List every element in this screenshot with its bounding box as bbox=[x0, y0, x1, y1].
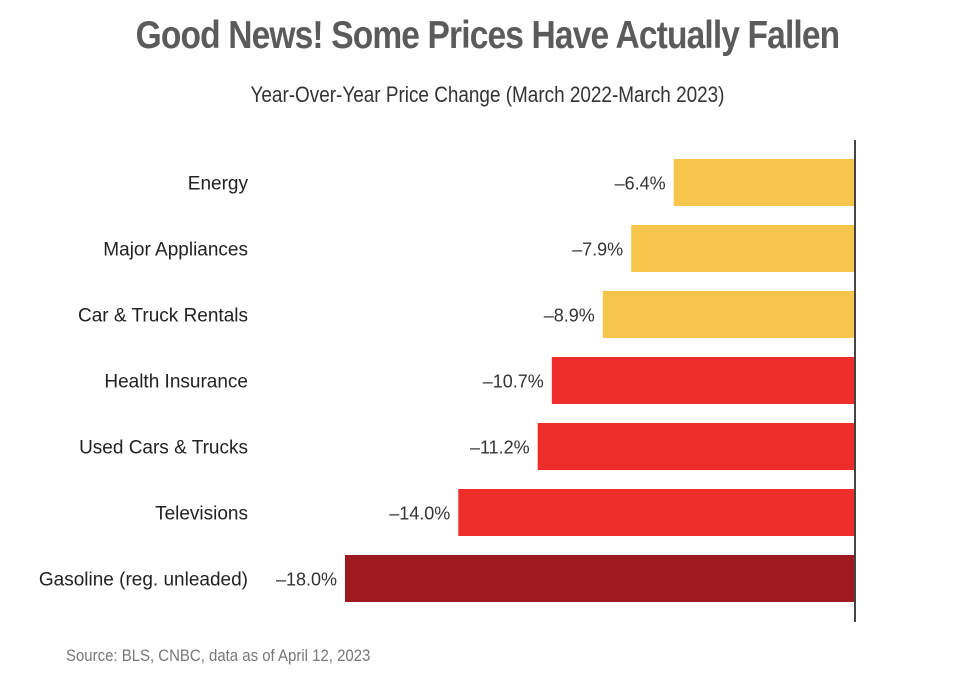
value-label: –8.9% bbox=[544, 306, 595, 326]
category-label: Gasoline (reg. unleaded) bbox=[39, 570, 248, 591]
value-label: –18.0% bbox=[276, 570, 337, 590]
chart-title: Good News! Some Prices Have Actually Fal… bbox=[135, 14, 841, 57]
bar-1 bbox=[631, 225, 855, 272]
bar-2 bbox=[602, 291, 855, 338]
value-label: –14.0% bbox=[389, 504, 450, 524]
value-label: –10.7% bbox=[483, 372, 544, 392]
category-label: Major Appliances bbox=[103, 240, 248, 261]
category-label: Televisions bbox=[155, 504, 248, 525]
category-label: Energy bbox=[188, 174, 249, 195]
value-label: –7.9% bbox=[572, 240, 623, 260]
chart-subtitle: Year-Over-Year Price Change (March 2022-… bbox=[250, 82, 725, 107]
bar-3 bbox=[551, 357, 855, 404]
bar-6 bbox=[345, 555, 855, 602]
bar-5 bbox=[458, 489, 855, 536]
category-label: Car & Truck Rentals bbox=[78, 306, 248, 327]
category-label: Health Insurance bbox=[104, 372, 248, 393]
bar-4 bbox=[537, 423, 855, 470]
source-note: Source: BLS, CNBC, data as of April 12, … bbox=[66, 646, 371, 665]
value-label: –11.2% bbox=[470, 438, 530, 458]
value-label: –6.4% bbox=[615, 174, 666, 194]
category-label: Used Cars & Trucks bbox=[79, 438, 248, 459]
bars-group: Energy –6.4% Major Appliances –7.9% Car & Tr… bbox=[39, 159, 855, 602]
bar-0 bbox=[673, 159, 855, 206]
